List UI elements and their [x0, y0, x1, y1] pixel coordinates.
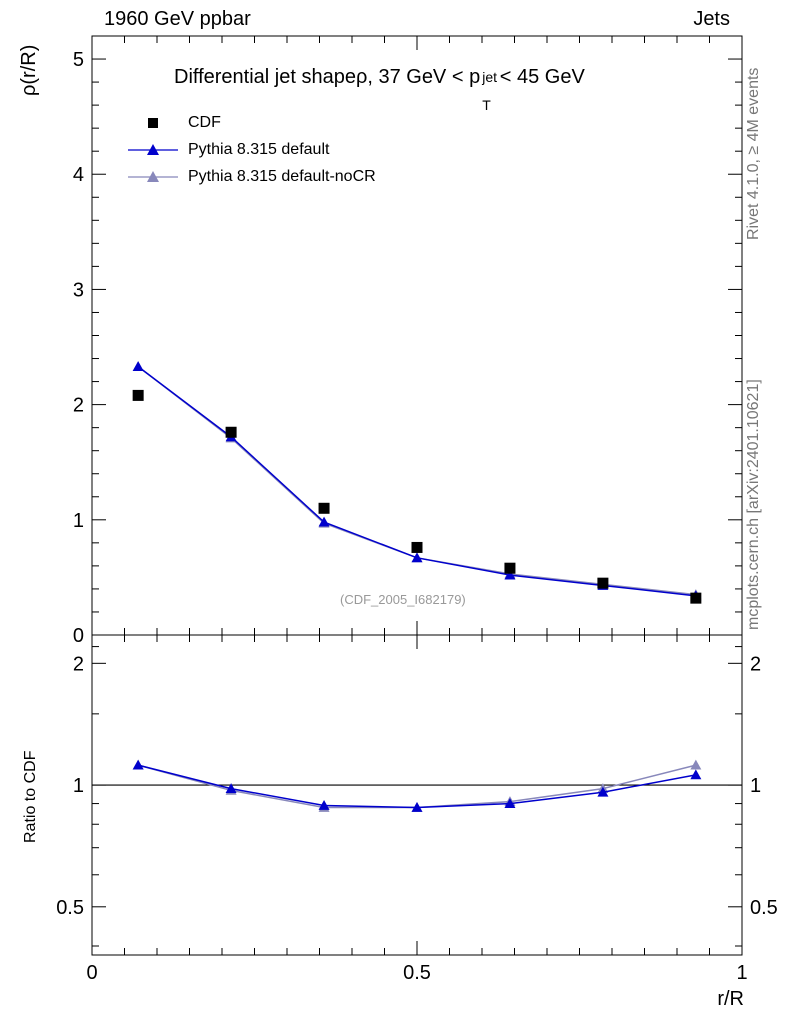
ratio-y-tick-label: 2	[73, 653, 84, 675]
cdf-data-point	[318, 502, 330, 514]
ratio-triangle-point	[318, 800, 330, 810]
title-subscript: T	[482, 97, 491, 113]
triangle-line-marker-icon	[128, 171, 178, 182]
main-y-tick-label: 4	[73, 164, 84, 186]
x-tick-label: 1	[736, 962, 747, 984]
ratio-data-marks	[132, 759, 702, 812]
ratio-triangle-point	[690, 769, 702, 780]
cdf-data-point	[690, 592, 702, 604]
ratio-y-tick-label-right: 1	[750, 775, 761, 797]
header-category-label: Jets	[693, 8, 730, 30]
ratio-y-tick-label-right: 0.5	[750, 897, 778, 919]
ratio-triangle-point	[690, 759, 702, 770]
cdf-data-point	[225, 426, 237, 438]
ratio-y-tick-label: 0.5	[56, 897, 84, 919]
analysis-id-watermark: (CDF_2005_I682179)	[340, 592, 466, 607]
main-triangle-point	[504, 569, 516, 580]
ratio-triangle-point	[504, 798, 516, 808]
plot-title: Differential jet shapeρ, 37 GeV < p jet T …	[174, 66, 585, 113]
square-marker-icon	[148, 118, 158, 128]
legend-label: CDF	[188, 114, 221, 131]
main-triangle-point	[318, 516, 330, 527]
ratio-triangle-point	[411, 802, 423, 812]
title-prefix: Differential jet shapeρ, 37 GeV < p	[174, 66, 481, 88]
cdf-data-point	[411, 541, 423, 553]
legend-label: Pythia 8.315 default-noCR	[188, 168, 376, 185]
ratio-triangle-point	[225, 783, 237, 794]
triangle-line-marker-icon	[128, 144, 178, 155]
main-y-tick-label: 1	[73, 510, 84, 532]
main-triangle-point	[132, 361, 144, 372]
title-superscript: jet	[482, 69, 497, 85]
main-data-marks	[132, 361, 702, 604]
main-y-tick-label: 2	[73, 395, 84, 417]
main-y-tick-label: 0	[73, 625, 84, 647]
cdf-data-point	[504, 562, 516, 574]
ratio-axes: 0.5 0.5 1 1 2 2 0 0.5 1	[56, 635, 778, 984]
main-triangle-point	[411, 552, 423, 563]
ratio-y-tick-label: 1	[73, 775, 84, 797]
cdf-data-point	[132, 389, 144, 401]
ratio-triangle-point	[597, 786, 609, 797]
x-tick-label: 0	[86, 962, 97, 984]
x-axis-label: r/R	[717, 988, 744, 1010]
title-suffix: < 45 GeV	[494, 66, 585, 88]
main-axes: 0 1 2 3 4 5	[73, 36, 743, 647]
x-tick-label: 0.5	[403, 962, 431, 984]
main-y-tick-label: 5	[73, 49, 84, 71]
ratio-plot-frame	[91, 634, 743, 956]
ratio-triangle-point	[132, 759, 144, 770]
cdf-data-point	[597, 577, 609, 589]
header-energy-label: 1960 GeV ppbar	[104, 8, 251, 30]
legend-label: Pythia 8.315 default	[188, 141, 330, 158]
ratio-y-tick-label-right: 2	[750, 653, 761, 675]
main-y-tick-label: 3	[73, 279, 84, 301]
